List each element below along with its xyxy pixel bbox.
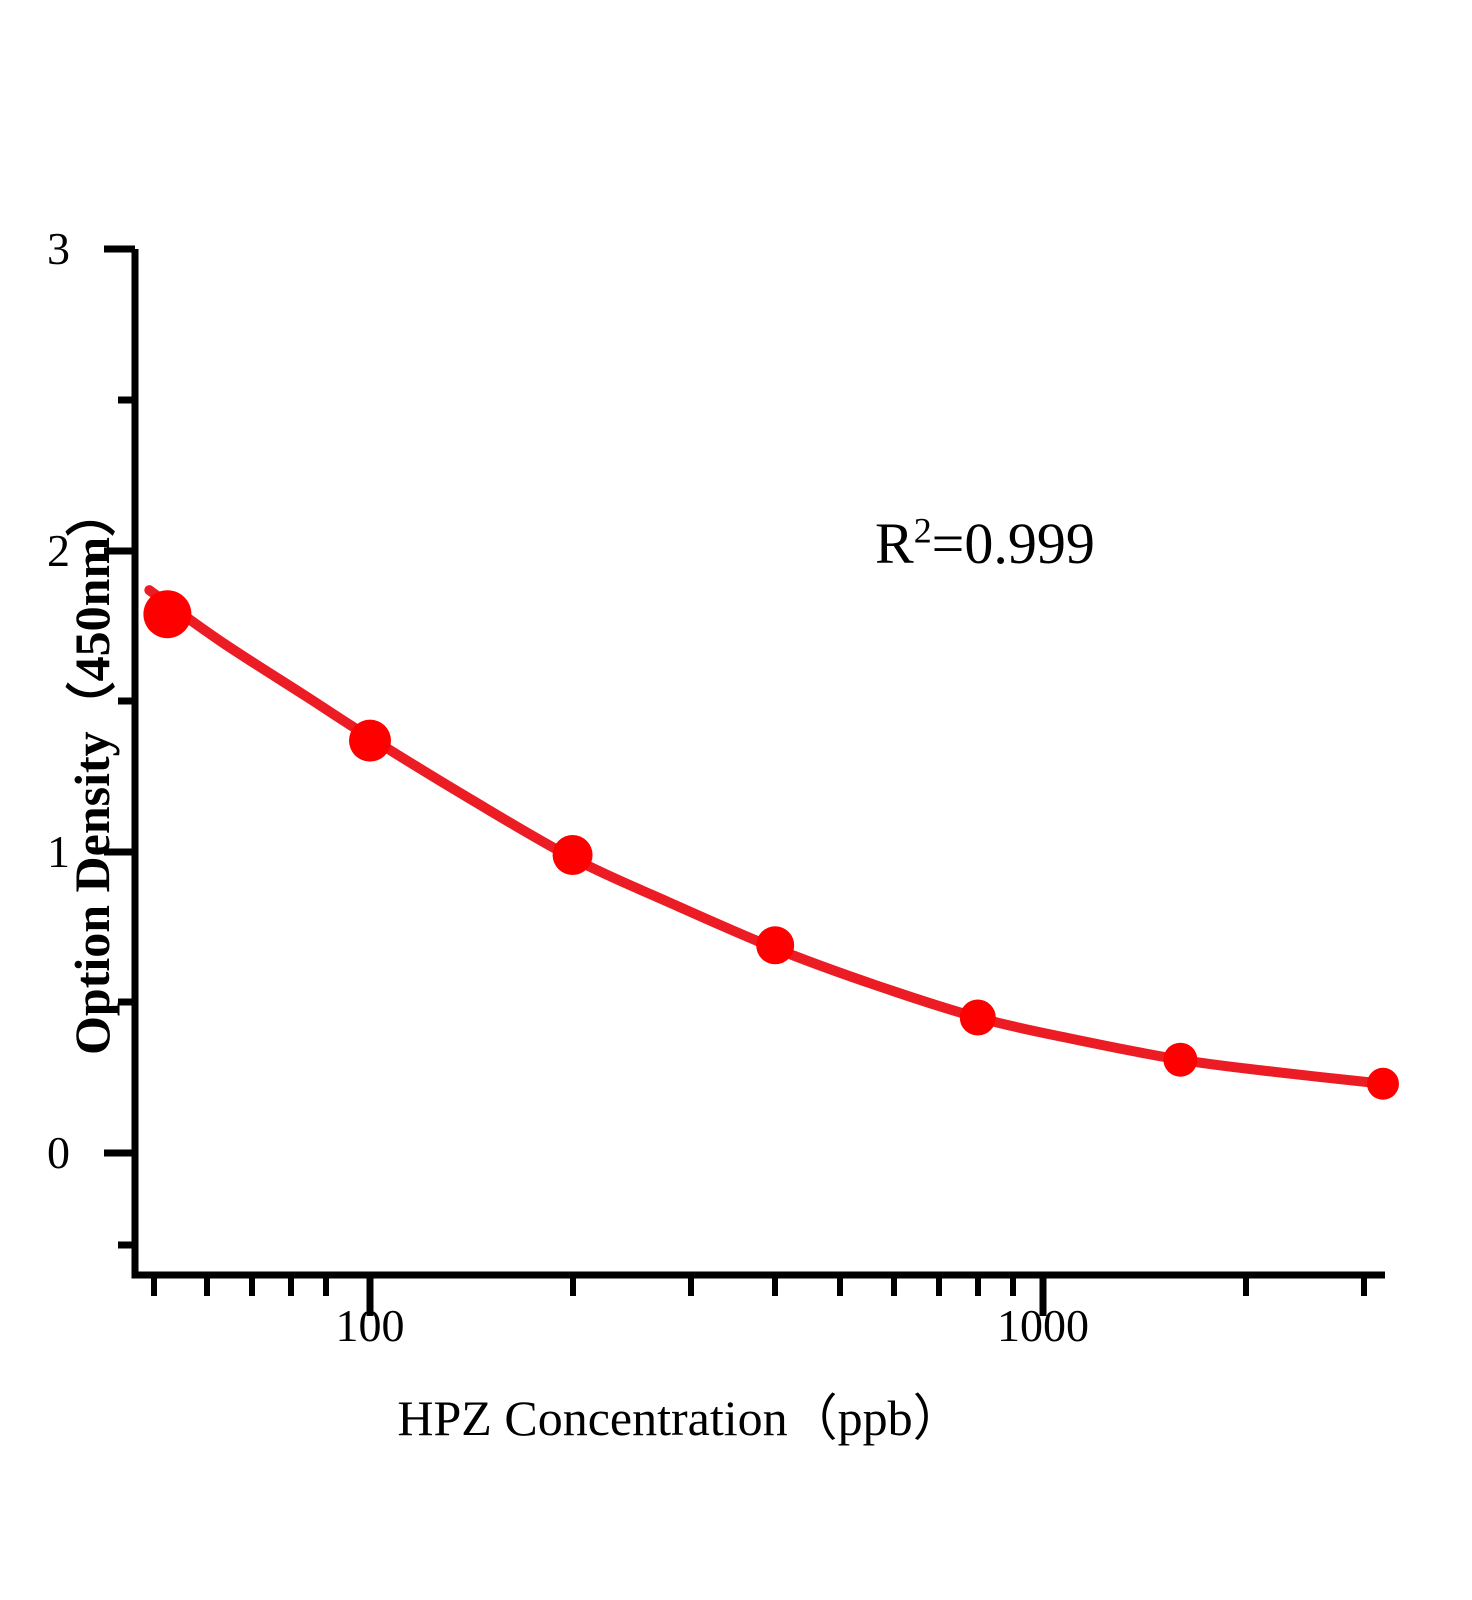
data-point xyxy=(1163,1042,1198,1077)
data-point xyxy=(959,999,996,1036)
y-axis-title: Option Density（450nm） xyxy=(64,486,120,1055)
data-point-group xyxy=(143,590,1399,1100)
data-point xyxy=(143,590,192,639)
fit-curve xyxy=(144,585,1388,1089)
axis-lines xyxy=(131,249,1385,1279)
data-point xyxy=(756,926,795,965)
data-point xyxy=(552,835,593,876)
x-minor-ticks xyxy=(151,1275,1367,1296)
r-squared-annotation: R2=0.999 xyxy=(875,510,1095,577)
y-major-ticks xyxy=(104,245,135,1157)
y-tick-label-1: 1 xyxy=(47,826,70,877)
data-point xyxy=(349,719,391,762)
data-point xyxy=(1366,1067,1399,1100)
y-tick-label-2: 2 xyxy=(47,525,70,576)
x-axis-title: HPZ Concentration（ppb） xyxy=(397,1390,963,1446)
y-tick-label-3: 3 xyxy=(47,223,70,274)
r-squared-base: R xyxy=(875,511,914,576)
x-tick-label-100: 100 xyxy=(335,1300,405,1351)
x-tick-label-1000: 1000 xyxy=(997,1300,1089,1351)
x-major-ticks xyxy=(366,1275,1047,1316)
r-squared-exponent: 2 xyxy=(913,510,932,551)
r-squared-rest: =0.999 xyxy=(931,511,1095,576)
y-minor-ticks xyxy=(118,396,135,1249)
y-tick-label-0: 0 xyxy=(47,1127,70,1178)
